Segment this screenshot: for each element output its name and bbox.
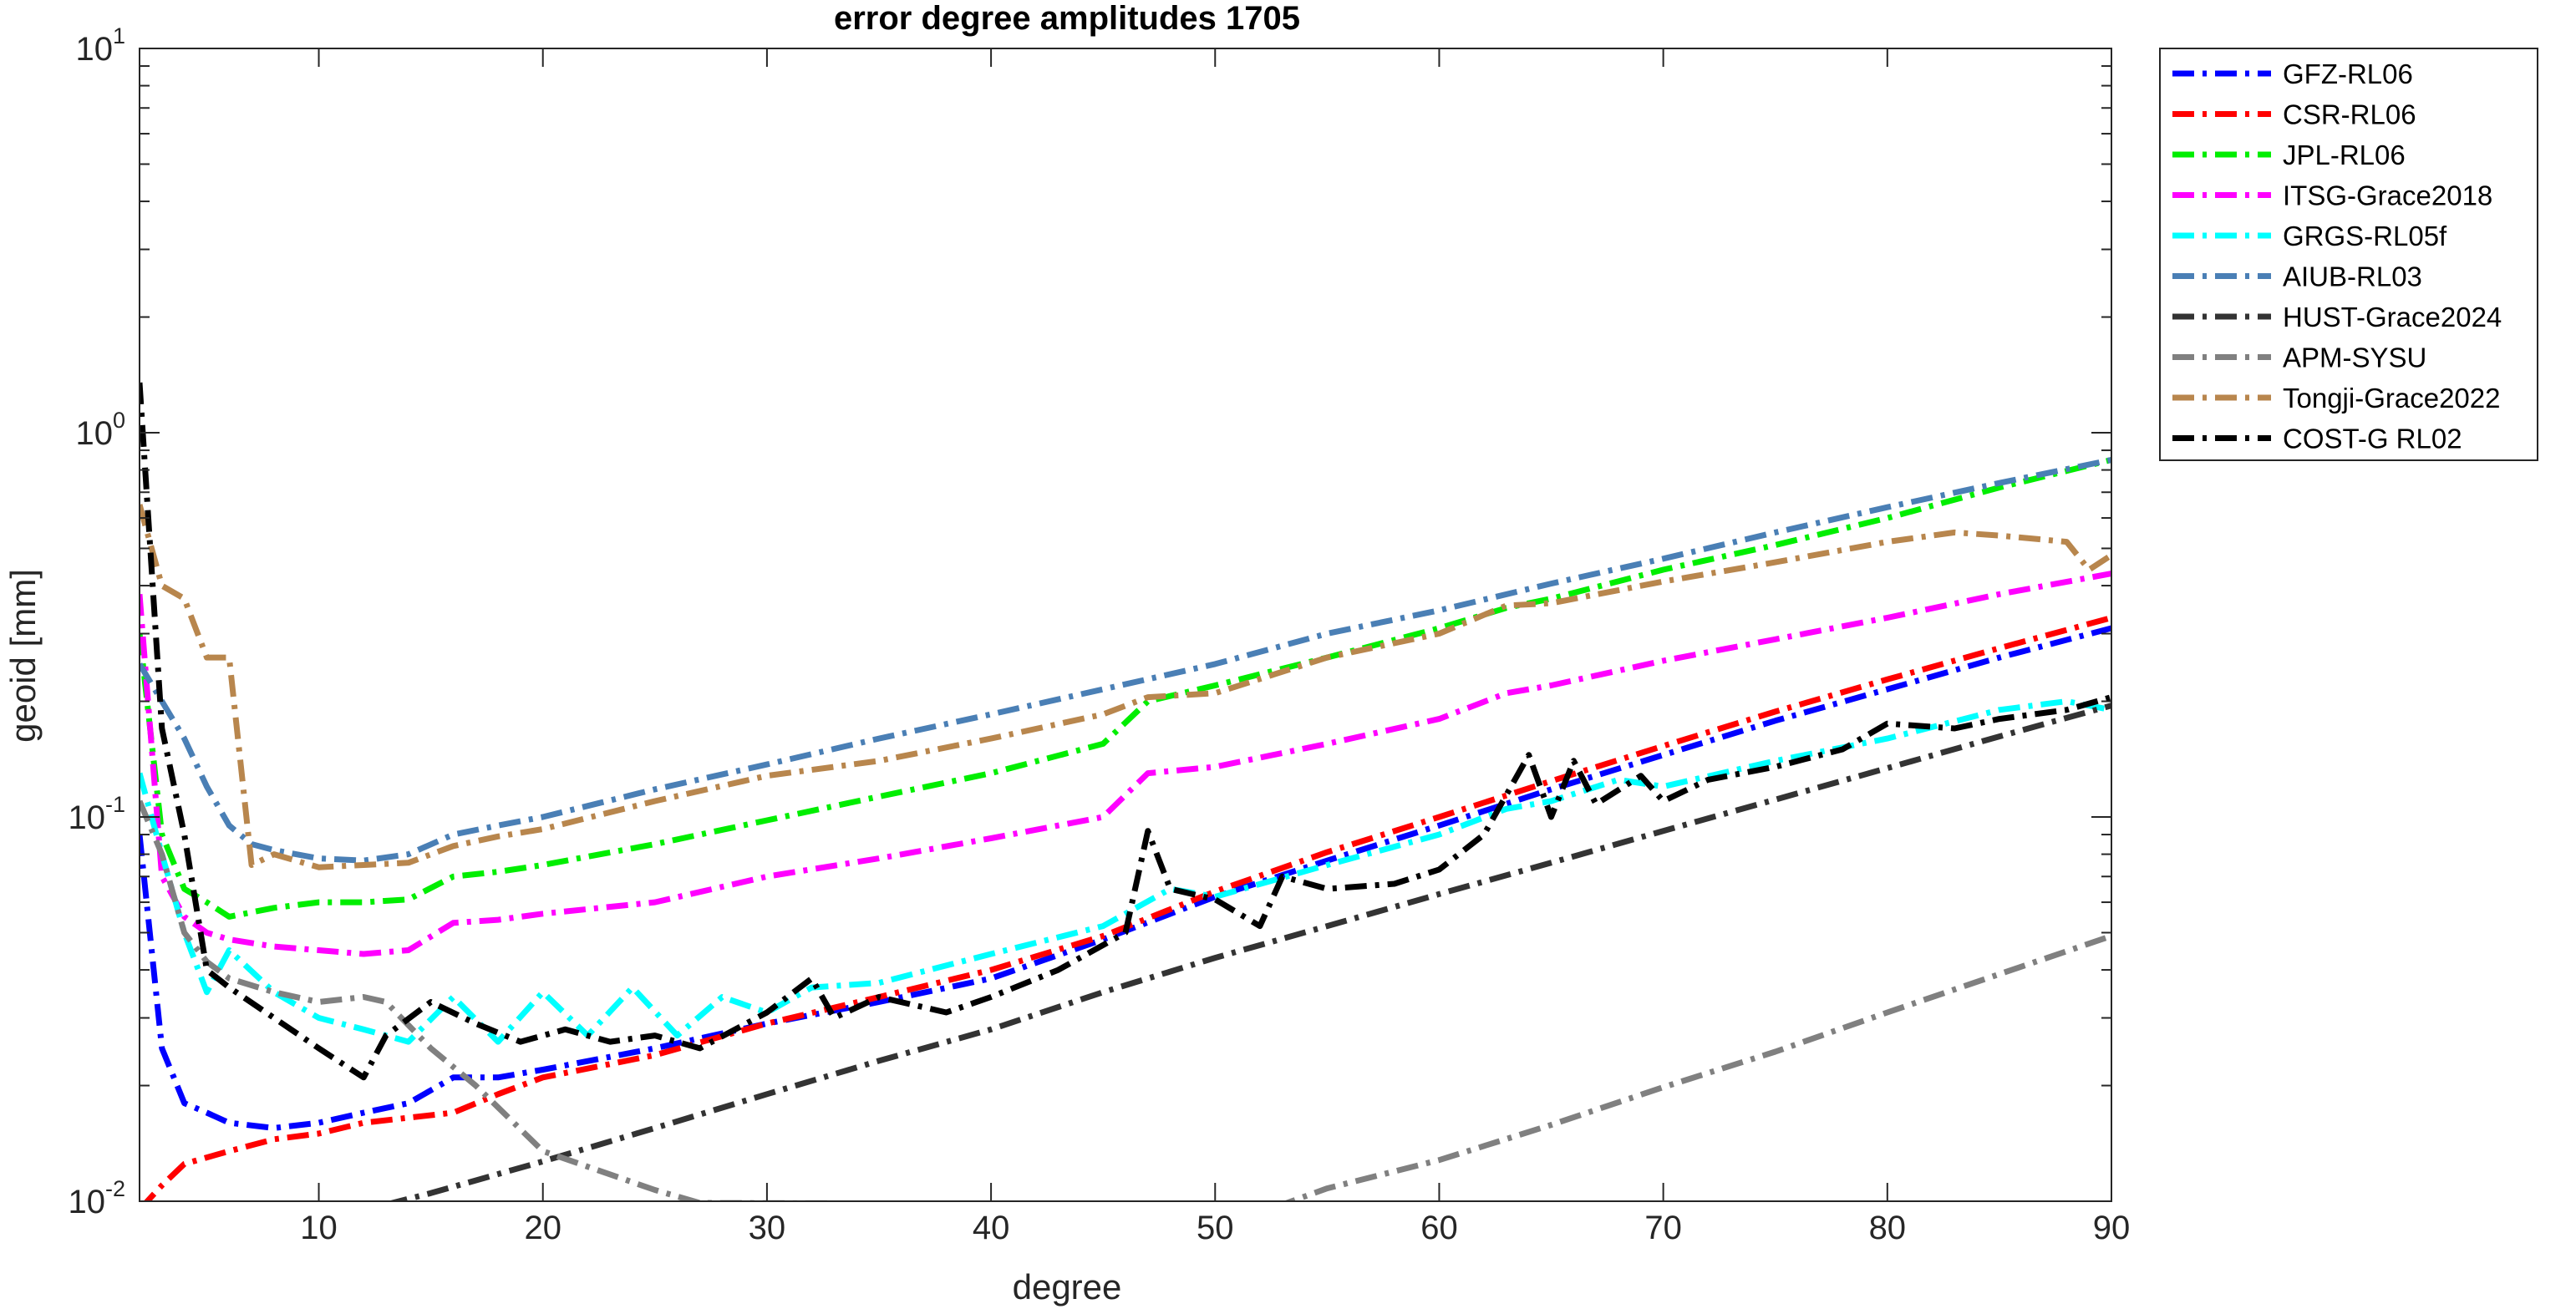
y-tick-label: 101 xyxy=(75,23,125,68)
series-line-cost-g-rl02 xyxy=(140,382,2111,1081)
series-line-hust-grace2024 xyxy=(387,703,2111,1201)
y-tick-label: 10-2 xyxy=(68,1176,125,1220)
x-tick-label: 90 xyxy=(2093,1210,2131,1246)
x-tick-label: 40 xyxy=(973,1210,1010,1246)
x-tick-label: 80 xyxy=(1869,1210,1907,1246)
legend-label: CSR-RL06 xyxy=(2283,99,2416,130)
series-line-apm-sysu xyxy=(140,799,2111,1201)
x-tick-label: 20 xyxy=(524,1210,561,1246)
x-tick-label: 30 xyxy=(749,1210,786,1246)
y-tick-exponent: 1 xyxy=(113,23,125,48)
y-tick-base: 10 xyxy=(75,31,113,68)
legend: GFZ-RL06 CSR-RL06 JPL-RL06 ITSG-Grace2018 GR… xyxy=(2159,48,2538,461)
y-tick-exponent: -2 xyxy=(105,1176,125,1201)
legend-box xyxy=(2159,48,2538,461)
x-tick-label: 10 xyxy=(300,1210,338,1246)
series-group xyxy=(140,382,2111,1201)
legend-label: GRGS-RL05f xyxy=(2283,221,2447,251)
legend-label: APM-SYSU xyxy=(2283,342,2426,373)
plot-area-frame xyxy=(139,48,2112,1202)
x-axis-title: degree xyxy=(1013,1267,1122,1306)
y-tick-exponent: 0 xyxy=(113,408,125,433)
legend-label: Tongji-Grace2022 xyxy=(2283,383,2501,414)
legend-label: JPL-RL06 xyxy=(2283,140,2406,170)
legend-label: ITSG-Grace2018 xyxy=(2283,180,2492,211)
y-tick-label: 10-1 xyxy=(68,792,125,836)
series-line-itsg-grace2018 xyxy=(140,571,2111,957)
y-tick-base: 10 xyxy=(68,1184,105,1220)
x-tick-label: 70 xyxy=(1644,1210,1682,1246)
legend-label: COST-G RL02 xyxy=(2283,424,2462,454)
legend-label: HUST-Grace2024 xyxy=(2283,302,2502,332)
series-line-grgs-rl05f xyxy=(140,698,2111,1045)
chart-title: error degree amplitudes 1705 xyxy=(834,0,1300,37)
y-tick-base: 10 xyxy=(75,415,113,452)
y-tick-base: 10 xyxy=(68,799,105,836)
series-line-aiub-rl03 xyxy=(140,457,2111,864)
series-line-tongji-grace2022 xyxy=(140,504,2111,870)
y-tick-exponent: -1 xyxy=(105,792,125,817)
x-tick-label: 60 xyxy=(1420,1210,1458,1246)
legend-label: AIUB-RL03 xyxy=(2283,261,2422,292)
legend-label: GFZ-RL06 xyxy=(2283,58,2413,89)
x-tick-label: 50 xyxy=(1197,1210,1234,1246)
series-line-gfz-rl06 xyxy=(140,625,2111,1131)
y-axis-title: geoid [mm] xyxy=(3,569,43,743)
y-tick-label: 100 xyxy=(75,408,125,452)
series-layer xyxy=(140,382,2111,1201)
